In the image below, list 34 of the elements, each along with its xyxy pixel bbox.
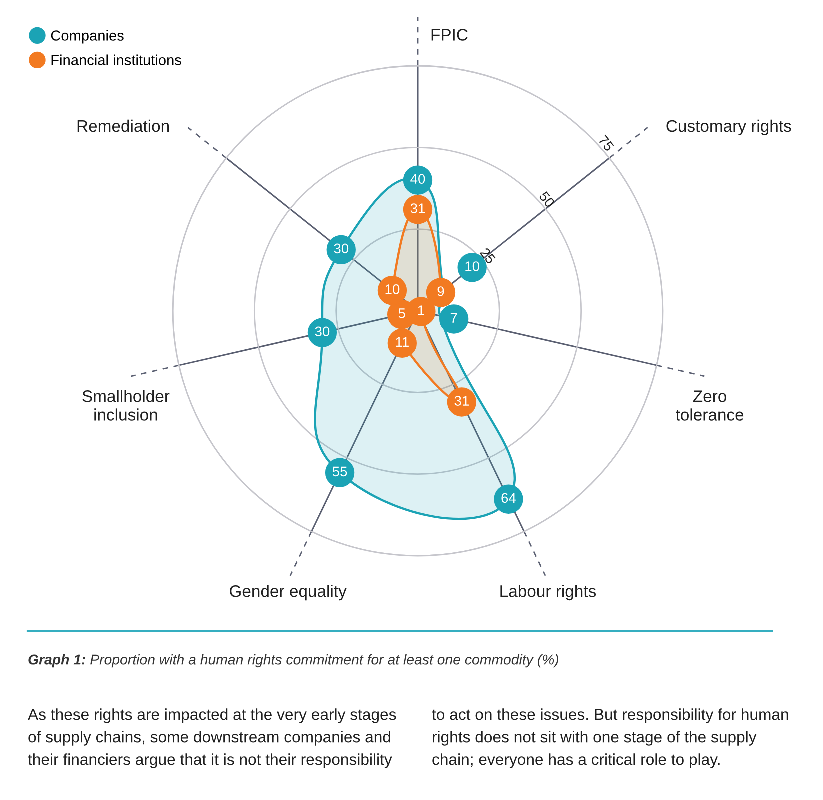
text: As these rights are impacted at the very early stages bbox=[28, 708, 396, 724]
text: chain; everyone has a critical role to play. bbox=[432, 754, 720, 768]
spoke-label: Labour rights bbox=[500, 585, 596, 601]
data-label: 9 bbox=[438, 286, 444, 296]
data-label: 7 bbox=[450, 313, 458, 323]
data-label: 31 bbox=[410, 204, 426, 214]
data-label: 31 bbox=[454, 396, 469, 406]
data-label: 1 bbox=[418, 306, 424, 316]
data-label: 30 bbox=[334, 244, 349, 254]
data-label: 10 bbox=[386, 284, 400, 294]
spoke-label: Gender equality bbox=[230, 585, 347, 601]
text: Proportion with a human rights commitment for at least one commodity (%) bbox=[90, 654, 559, 668]
data-label: 5 bbox=[398, 308, 406, 318]
y-tick-label: 25 bbox=[480, 247, 496, 265]
data-label: 11 bbox=[396, 337, 409, 347]
data-label: 10 bbox=[466, 262, 480, 272]
data-label: 40 bbox=[410, 174, 426, 184]
spoke-label: Smallholder inclusion bbox=[82, 390, 170, 421]
text: of supply chains, some downstream companies and bbox=[28, 731, 390, 746]
text: their financiers argue that it is not their responsibility bbox=[28, 754, 392, 768]
spoke-label: Remediation bbox=[78, 120, 170, 132]
spoke-label: FPIC bbox=[432, 29, 468, 41]
text: rights does not sit with one stage of the supply bbox=[433, 731, 757, 746]
legend-label: Financial institutions bbox=[52, 54, 182, 66]
y-tick-label: 75 bbox=[598, 134, 614, 152]
spoke-label: Zero tolerance bbox=[676, 390, 744, 421]
legend-label: Companies bbox=[51, 30, 124, 44]
caption: Graph 1: bbox=[28, 654, 86, 668]
text: to act on these issues. But responsibility for human bbox=[432, 708, 788, 724]
spoke-label: Customary rights bbox=[666, 120, 792, 136]
data-label: 55 bbox=[332, 466, 348, 477]
data-label: 64 bbox=[502, 493, 516, 504]
data-label: 30 bbox=[315, 326, 330, 337]
y-tick-label: 50 bbox=[538, 191, 556, 208]
